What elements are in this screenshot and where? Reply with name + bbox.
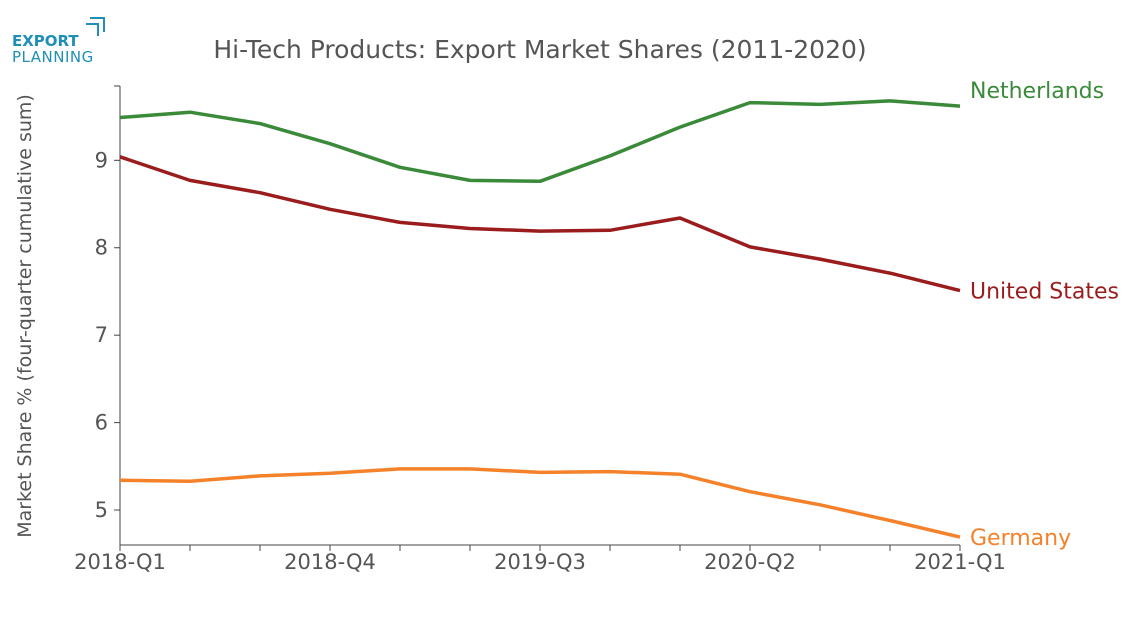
y-tick-label: 8	[95, 236, 108, 260]
axes: 5 6 7 8 9 2018-Q1 2018-Q4 2019-Q3 2020-Q2 2021-Q1	[74, 85, 1006, 574]
series-line-germany	[119, 467, 961, 539]
export-planning-logo: EXPORT PLANNING	[12, 17, 105, 66]
x-tick-label: 2018-Q4	[284, 550, 376, 574]
y-tick-label: 9	[95, 148, 108, 172]
chart-title: Hi-Tech Products: Export Market Shares (…	[213, 35, 866, 64]
y-tick-label: 7	[95, 323, 108, 347]
x-tick-label: 2019-Q3	[494, 550, 586, 574]
y-tick-label: 5	[95, 498, 108, 522]
series-line-netherlands	[119, 99, 961, 184]
x-tick-label: 2020-Q2	[704, 550, 796, 574]
x-tick-label: 2021-Q1	[914, 550, 1006, 574]
logo-line1: EXPORT	[12, 32, 79, 50]
series-label-germany: Germany	[970, 526, 1071, 551]
logo-line2: PLANNING	[12, 48, 94, 66]
series-label-netherlands: Netherlands	[970, 79, 1104, 104]
y-tick-label: 6	[95, 411, 108, 435]
series-label-united-states: United States	[970, 280, 1119, 305]
logo-bracket-inner	[86, 23, 99, 36]
logo-bracket-outer	[90, 17, 105, 32]
series-line-united-states	[119, 155, 961, 293]
series-group: Netherlands United States Germany	[119, 79, 1119, 551]
y-axis-label: Market Share % (four-quarter cumulative …	[14, 94, 36, 538]
x-tick-label: 2018-Q1	[74, 550, 166, 574]
